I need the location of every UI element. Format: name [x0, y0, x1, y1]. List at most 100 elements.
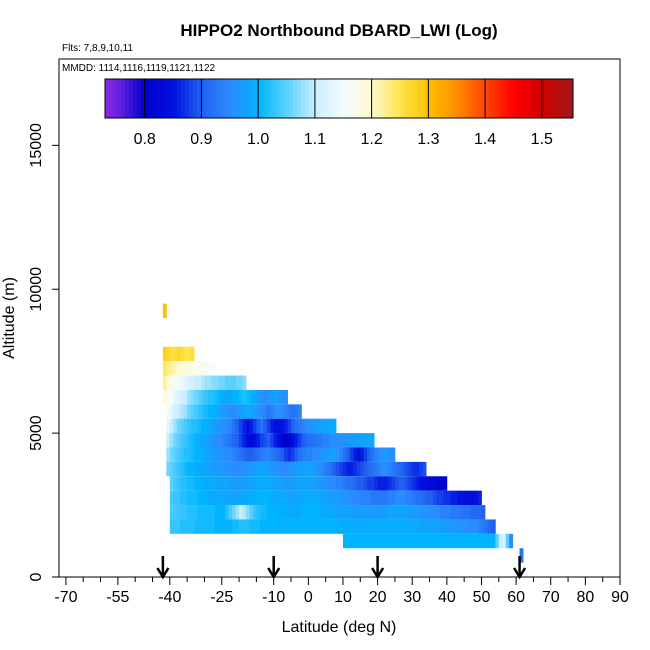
colorbar-swatch — [373, 79, 378, 118]
colorbar-swatch — [349, 79, 354, 118]
colorbar-swatch — [413, 79, 418, 118]
heatmap-cell — [356, 433, 361, 448]
heatmap-cell — [377, 490, 382, 506]
heatmap-cell — [249, 505, 254, 520]
heatmap-cell — [239, 476, 243, 491]
heatmap-cell — [169, 433, 174, 448]
colorbar-swatch — [269, 79, 274, 118]
heatmap-cell — [232, 490, 237, 506]
heatmap-cell — [256, 389, 261, 405]
heatmap-cell — [415, 476, 420, 491]
heatmap-cell — [304, 505, 309, 520]
heatmap-cell — [214, 519, 219, 534]
heatmap-cell — [218, 433, 223, 448]
heatmap-cell — [387, 461, 392, 477]
heatmap-cell — [481, 519, 486, 534]
heatmap-cell — [387, 447, 392, 462]
heatmap-cell — [221, 404, 226, 419]
heatmap-cell — [284, 505, 288, 520]
heatmap-cell — [467, 505, 472, 520]
heatmap-cell — [204, 476, 209, 491]
heatmap-cell — [349, 476, 354, 491]
heatmap-cell — [232, 476, 237, 491]
colorbar-swatch — [461, 79, 466, 118]
heatmap-cell — [225, 433, 230, 448]
heatmap-cell — [218, 447, 223, 462]
heatmap-cell — [322, 519, 327, 534]
heatmap-cell — [505, 533, 510, 549]
heatmap-cell — [280, 461, 285, 477]
heatmap-cell — [228, 519, 233, 534]
heatmap-cell — [387, 533, 392, 549]
heatmap-cell — [263, 433, 268, 448]
heatmap-cell — [166, 461, 171, 477]
colorbar-swatch — [389, 79, 394, 118]
heatmap-cell — [273, 490, 278, 506]
heatmap-cell — [252, 404, 257, 419]
colorbar-swatch — [289, 79, 294, 118]
heatmap-cell — [180, 476, 185, 491]
heatmap-cell — [207, 505, 212, 520]
colorbar-swatch — [217, 79, 222, 118]
heatmap-cell — [259, 404, 264, 419]
heatmap-cell — [259, 476, 264, 491]
heatmap-cell — [242, 490, 247, 506]
colorbar-swatch — [265, 79, 270, 118]
heatmap-cell — [374, 505, 378, 520]
heatmap-cell — [474, 533, 479, 549]
heatmap-cell — [211, 361, 216, 376]
colorbar-swatch — [361, 79, 366, 118]
heatmap-cell — [252, 461, 257, 477]
heatmap-cell — [214, 461, 219, 477]
heatmap-cell — [304, 519, 309, 534]
heatmap-cell — [173, 519, 178, 534]
colorbar-swatch — [493, 79, 498, 118]
colorbar-swatch — [185, 79, 190, 118]
heatmap-cell — [297, 461, 302, 477]
heatmap-cell — [194, 418, 198, 434]
heatmap-cell — [322, 418, 327, 434]
colorbar-swatch — [345, 79, 350, 118]
heatmap-cell — [325, 476, 330, 491]
y-tick-label: 15000 — [28, 123, 45, 168]
heatmap-cell — [176, 476, 181, 491]
heatmap-cell — [225, 519, 230, 534]
heatmap-cell — [381, 519, 385, 534]
x-tick-label: 30 — [403, 589, 421, 606]
heatmap-cell — [284, 461, 288, 477]
heatmap-cell — [180, 346, 185, 362]
heatmap-cell — [291, 404, 295, 419]
heatmap-cell — [166, 346, 171, 362]
heatmap-cell — [342, 505, 347, 520]
heatmap-cell — [329, 433, 333, 448]
heatmap-cell — [294, 505, 299, 520]
heatmap-cell — [280, 447, 285, 462]
heatmap-cell — [491, 533, 496, 549]
heatmap-cell — [360, 433, 365, 448]
colorbar-swatch — [477, 79, 482, 118]
profile-marker-arrow — [267, 556, 281, 580]
heatmap-cell — [339, 490, 344, 506]
heatmap-cell — [194, 375, 198, 390]
heatmap-cell — [249, 404, 254, 419]
heatmap-cell — [183, 476, 188, 491]
heatmap-cell — [363, 505, 368, 520]
heatmap-cell — [190, 433, 195, 448]
heatmap-cell — [214, 404, 219, 419]
colorbar-swatch — [425, 79, 430, 118]
heatmap-cell — [173, 433, 178, 448]
colorbar-swatch — [149, 79, 154, 118]
heatmap-cell — [228, 490, 233, 506]
heatmap-cell — [332, 461, 337, 477]
heatmap-cell — [169, 519, 174, 534]
heatmap-cell — [221, 476, 226, 491]
heatmap-cell — [304, 418, 309, 434]
heatmap-cell — [263, 389, 268, 405]
heatmap-cell — [315, 476, 320, 491]
heatmap-cell — [308, 519, 313, 534]
x-tick-label: -25 — [210, 589, 233, 606]
heatmap-cell — [360, 476, 365, 491]
colorbar-swatch — [141, 79, 146, 118]
colorbar-swatch — [213, 79, 218, 118]
heatmap-cell — [342, 461, 347, 477]
